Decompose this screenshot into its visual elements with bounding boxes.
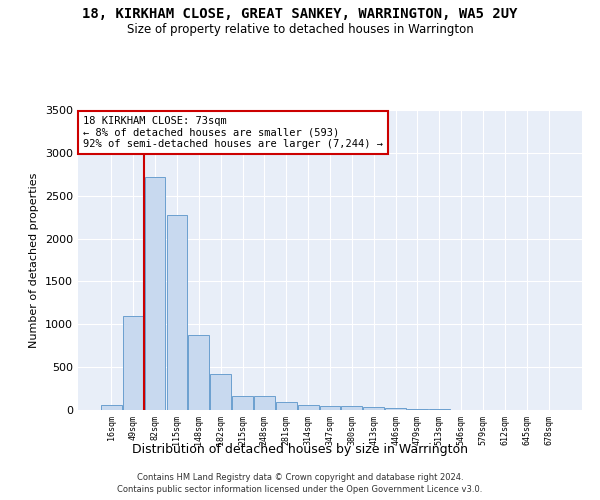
Bar <box>101 406 122 410</box>
Text: Contains HM Land Registry data © Crown copyright and database right 2024.: Contains HM Land Registry data © Crown c… <box>137 472 463 482</box>
Bar <box>341 406 362 410</box>
Bar <box>320 406 340 410</box>
Bar <box>429 409 450 410</box>
Bar <box>145 177 166 410</box>
Bar <box>232 396 253 410</box>
Text: Distribution of detached houses by size in Warrington: Distribution of detached houses by size … <box>132 442 468 456</box>
Text: Size of property relative to detached houses in Warrington: Size of property relative to detached ho… <box>127 22 473 36</box>
Bar <box>254 396 275 410</box>
Bar <box>364 408 384 410</box>
Bar <box>210 374 231 410</box>
Bar <box>167 214 187 410</box>
Text: 18, KIRKHAM CLOSE, GREAT SANKEY, WARRINGTON, WA5 2UY: 18, KIRKHAM CLOSE, GREAT SANKEY, WARRING… <box>82 8 518 22</box>
Y-axis label: Number of detached properties: Number of detached properties <box>29 172 40 348</box>
Bar <box>385 408 406 410</box>
Text: 18 KIRKHAM CLOSE: 73sqm
← 8% of detached houses are smaller (593)
92% of semi-de: 18 KIRKHAM CLOSE: 73sqm ← 8% of detached… <box>83 116 383 149</box>
Bar <box>298 406 319 410</box>
Bar <box>276 402 296 410</box>
Bar <box>123 316 143 410</box>
Bar <box>188 336 209 410</box>
Bar <box>407 408 428 410</box>
Text: Contains public sector information licensed under the Open Government Licence v3: Contains public sector information licen… <box>118 485 482 494</box>
